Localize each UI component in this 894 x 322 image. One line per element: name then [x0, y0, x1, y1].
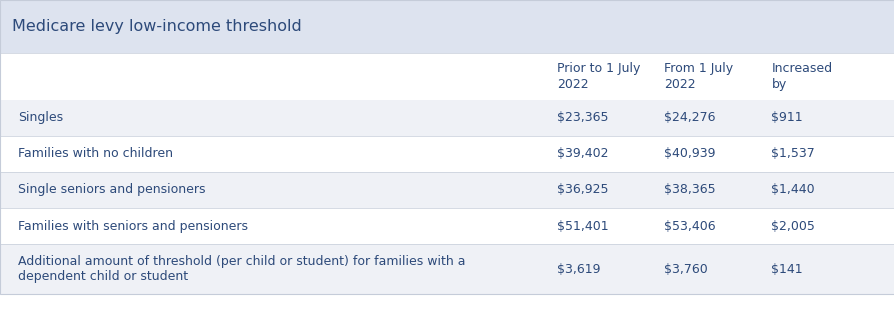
Text: $141: $141	[771, 262, 802, 276]
Text: Families with no children: Families with no children	[18, 147, 173, 160]
Text: Prior to 1 July
2022: Prior to 1 July 2022	[556, 62, 639, 91]
Text: $40,939: $40,939	[663, 147, 715, 160]
Text: $39,402: $39,402	[556, 147, 608, 160]
Text: $3,760: $3,760	[663, 262, 707, 276]
Text: $23,365: $23,365	[556, 111, 608, 124]
Text: $36,925: $36,925	[556, 184, 608, 196]
Text: $1,537: $1,537	[771, 147, 814, 160]
Text: $2,005: $2,005	[771, 220, 814, 232]
Text: $51,401: $51,401	[556, 220, 608, 232]
Text: $53,406: $53,406	[663, 220, 715, 232]
Bar	[0, 172, 894, 208]
Text: $1,440: $1,440	[771, 184, 814, 196]
Bar	[0, 208, 894, 244]
Text: Additional amount of threshold (per child or student) for families with a
depend: Additional amount of threshold (per chil…	[18, 255, 465, 283]
Text: $3,619: $3,619	[556, 262, 600, 276]
Text: From 1 July
2022: From 1 July 2022	[663, 62, 732, 91]
Text: Medicare levy low-income threshold: Medicare levy low-income threshold	[12, 19, 301, 34]
Bar	[0, 244, 894, 294]
Text: Single seniors and pensioners: Single seniors and pensioners	[18, 184, 205, 196]
Text: Increased
by: Increased by	[771, 62, 831, 91]
Bar	[0, 136, 894, 172]
Text: $38,365: $38,365	[663, 184, 715, 196]
Text: Singles: Singles	[18, 111, 63, 124]
Bar	[0, 53, 894, 100]
Text: $911: $911	[771, 111, 802, 124]
Bar	[0, 0, 894, 53]
Text: $24,276: $24,276	[663, 111, 715, 124]
Bar	[0, 100, 894, 136]
Text: Families with seniors and pensioners: Families with seniors and pensioners	[18, 220, 248, 232]
